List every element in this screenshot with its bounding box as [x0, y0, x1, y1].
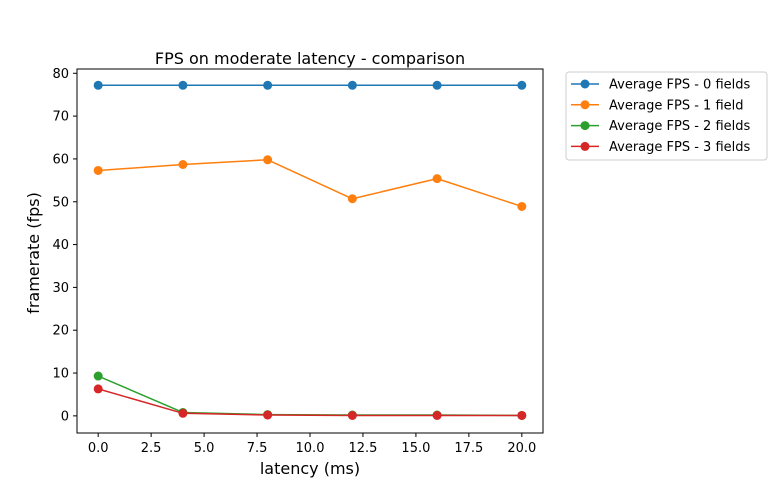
- y-tick-label: 20: [52, 324, 69, 339]
- series-3-point: [178, 408, 188, 418]
- x-tick-label: 20.0: [507, 441, 536, 456]
- x-tick-label: 7.5: [247, 441, 268, 456]
- x-tick-label: 2.5: [141, 441, 162, 456]
- x-tick-label: 12.5: [348, 441, 377, 456]
- series-3-point: [517, 410, 527, 420]
- series-0-point: [347, 80, 357, 90]
- series-3-point: [263, 410, 273, 420]
- x-tick-label: 17.5: [454, 441, 483, 456]
- series-3-point: [93, 384, 103, 394]
- series-0-point: [93, 80, 103, 90]
- y-tick-label: 80: [52, 67, 69, 82]
- series-3-point: [347, 410, 357, 420]
- chart-title: FPS on moderate latency - comparison: [155, 49, 465, 68]
- series-0-point: [178, 80, 188, 90]
- series-3-point: [432, 410, 442, 420]
- y-tick-label: 10: [52, 367, 69, 382]
- series-0-point: [432, 80, 442, 90]
- series-line-3: [97, 388, 522, 417]
- legend-label-3: Average FPS - 3 fields: [609, 140, 750, 155]
- series-1-point: [93, 165, 103, 175]
- series-1-point: [178, 159, 188, 169]
- x-tick-label: 15.0: [401, 441, 430, 456]
- series-1-point: [517, 201, 527, 211]
- series-1-point: [432, 174, 442, 184]
- x-tick-label: 0.0: [88, 441, 109, 456]
- legend-marker-0: [580, 79, 590, 89]
- y-tick-label: 50: [52, 195, 69, 210]
- legend-box: [565, 71, 768, 161]
- y-axis-label: framerate (fps): [24, 192, 43, 314]
- plot-area: 0.0 2.5 5.0 7.5 10.0 12.5 15.0 17.5 20.0 0 10 20 30 4…: [52, 67, 544, 456]
- legend-label-0: Average FPS - 0 fields: [609, 78, 750, 93]
- y-tick-label: 60: [52, 152, 69, 167]
- series-0-point: [263, 80, 273, 90]
- legend-marker-2: [580, 121, 590, 131]
- y-tick-label: 0: [61, 409, 69, 424]
- x-tick-label: 10.0: [296, 441, 325, 456]
- legend-marker-3: [580, 141, 590, 151]
- series-line-1: [98, 159, 523, 208]
- y-tick-label: 70: [52, 110, 69, 125]
- y-tick-label: 40: [52, 238, 69, 253]
- y-tick-label: 30: [52, 281, 69, 296]
- series-1-point: [347, 194, 357, 204]
- x-tick-label: 5.0: [194, 441, 215, 456]
- series-2-point: [93, 371, 103, 381]
- legend-label-1: Average FPS - 1 field: [609, 98, 744, 113]
- series-0-point: [517, 80, 527, 90]
- legend: Average FPS - 0 fields Average FPS - 1 fi…: [565, 71, 768, 161]
- x-axis-label: latency (ms): [260, 459, 360, 478]
- series-1-point: [263, 155, 273, 165]
- legend-marker-1: [580, 100, 590, 110]
- legend-label-2: Average FPS - 2 fields: [609, 119, 750, 134]
